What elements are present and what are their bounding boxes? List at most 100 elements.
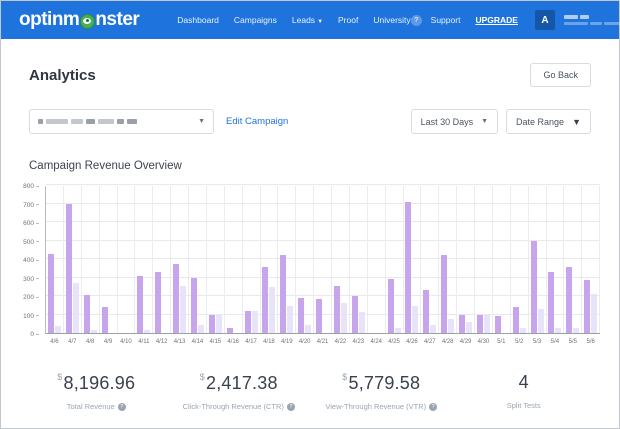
bar-revenue-secondary-5-6[interactable] bbox=[591, 294, 598, 333]
bar-revenue-secondary-4-6[interactable] bbox=[54, 325, 61, 333]
nav-item-dashboard[interactable]: Dashboard bbox=[177, 15, 219, 25]
bar-revenue-secondary-4-18[interactable] bbox=[269, 286, 276, 333]
bar-revenue-secondary-4-14[interactable] bbox=[197, 324, 204, 333]
edit-campaign-link[interactable]: Edit Campaign bbox=[226, 116, 289, 127]
bar-revenue-secondary-5-3[interactable] bbox=[537, 308, 544, 333]
page-title: Analytics bbox=[29, 66, 96, 84]
stat-value: $8,196.96 bbox=[57, 372, 136, 393]
bar-revenue-primary-5-5[interactable] bbox=[566, 267, 573, 333]
bar-revenue-secondary-4-29[interactable] bbox=[466, 321, 473, 333]
gridline bbox=[46, 221, 600, 222]
bar-revenue-primary-5-3[interactable] bbox=[530, 240, 537, 333]
bar-revenue-primary-4-12[interactable] bbox=[155, 271, 162, 333]
bar-revenue-primary-5-1[interactable] bbox=[494, 316, 501, 333]
stat-label-text: View-Through Revenue (VTR) bbox=[325, 402, 427, 411]
stat-label: Split Tests bbox=[453, 401, 596, 410]
bar-revenue-secondary-5-4[interactable] bbox=[555, 328, 562, 333]
bar-revenue-primary-4-16[interactable] bbox=[226, 328, 233, 333]
help-icon[interactable]: ? bbox=[410, 14, 422, 26]
bar-revenue-secondary-5-2[interactable] bbox=[519, 328, 526, 333]
bar-revenue-secondary-4-30[interactable] bbox=[483, 315, 490, 333]
select-chevron-icon: ▼ bbox=[198, 118, 205, 125]
x-axis-tick-label: 4/7 bbox=[68, 339, 77, 345]
nav-item-upgrade[interactable]: UPGRADE bbox=[475, 15, 518, 25]
gridline bbox=[46, 276, 600, 278]
bar-revenue-primary-4-13[interactable] bbox=[173, 263, 180, 333]
x-axis-tick-label: 4/17 bbox=[245, 339, 257, 345]
bar-revenue-secondary-4-7[interactable] bbox=[72, 283, 79, 333]
nav-item-leads[interactable]: Leads ▼ bbox=[291, 15, 324, 25]
bar-revenue-primary-4-25[interactable] bbox=[387, 279, 394, 333]
stat-label: View-Through Revenue (VTR)? bbox=[310, 402, 453, 411]
revenue-chart: 0 100 200 300 400 500 600 700 800 4/6 4/7 4/8 4/9 4/… bbox=[17, 182, 603, 354]
bar-revenue-primary-4-15[interactable] bbox=[208, 315, 215, 333]
bar-revenue-primary-5-6[interactable] bbox=[584, 280, 591, 333]
help-tooltip-icon[interactable]: ? bbox=[286, 402, 295, 411]
help-tooltip-icon[interactable]: ? bbox=[117, 402, 126, 411]
bar-revenue-secondary-4-28[interactable] bbox=[448, 319, 455, 333]
bar-group-4-28: 4/28 bbox=[439, 186, 458, 345]
bar-revenue-primary-4-30[interactable] bbox=[476, 314, 483, 333]
period-dropdown[interactable]: Last 30 Days ▼ bbox=[410, 109, 499, 134]
bar-revenue-secondary-4-23[interactable] bbox=[358, 311, 365, 333]
bar-revenue-primary-4-28[interactable] bbox=[441, 255, 448, 333]
bar-revenue-secondary-4-17[interactable] bbox=[251, 310, 258, 333]
bar-revenue-primary-4-18[interactable] bbox=[262, 267, 269, 333]
y-axis-tick-label: 200 bbox=[17, 294, 39, 301]
bar-revenue-primary-4-6[interactable] bbox=[47, 254, 54, 333]
bar-revenue-primary-4-19[interactable] bbox=[280, 255, 287, 333]
bar-revenue-primary-5-2[interactable] bbox=[512, 307, 519, 333]
bar-group-4-26: 4/26 bbox=[404, 186, 422, 345]
bar-revenue-primary-5-4[interactable] bbox=[548, 271, 555, 333]
bar-revenue-secondary-4-13[interactable] bbox=[180, 285, 187, 333]
bar-group-5-4: 5/4 bbox=[547, 186, 565, 345]
nav-item-support[interactable]: Support bbox=[430, 15, 461, 25]
help-tooltip-icon[interactable]: ? bbox=[429, 402, 438, 411]
user-avatar[interactable]: A bbox=[534, 10, 555, 30]
nav-item-university[interactable]: University bbox=[373, 15, 411, 25]
gridline bbox=[46, 184, 600, 185]
bar-revenue-secondary-4-8[interactable] bbox=[90, 330, 97, 333]
bar-revenue-secondary-4-26[interactable] bbox=[412, 306, 419, 333]
bar-revenue-primary-4-27[interactable] bbox=[423, 289, 430, 333]
x-axis-tick-label: 4/27 bbox=[423, 339, 436, 345]
bar-revenue-secondary-4-19[interactable] bbox=[287, 306, 294, 333]
bar-revenue-primary-4-20[interactable] bbox=[298, 297, 305, 333]
bar-revenue-primary-4-23[interactable] bbox=[351, 296, 358, 333]
bar-revenue-primary-4-14[interactable] bbox=[190, 277, 197, 333]
bar-revenue-primary-4-21[interactable] bbox=[316, 298, 323, 333]
stat-total-revenue: $8,196.96 Total Revenue? bbox=[25, 372, 168, 411]
nav-item-campaigns[interactable]: Campaigns bbox=[233, 15, 277, 25]
date-range-dropdown[interactable]: Date Range ▼ bbox=[506, 109, 591, 134]
bar-revenue-primary-4-11[interactable] bbox=[137, 275, 144, 333]
bar-revenue-primary-4-7[interactable] bbox=[65, 203, 72, 333]
bar-revenue-secondary-4-11[interactable] bbox=[144, 330, 151, 333]
bar-revenue-primary-4-9[interactable] bbox=[101, 307, 108, 333]
bar-revenue-secondary-4-15[interactable] bbox=[215, 315, 222, 333]
bar-revenue-secondary-4-27[interactable] bbox=[430, 324, 437, 333]
campaign-select[interactable]: ▼ bbox=[29, 109, 214, 134]
bar-revenue-primary-4-8[interactable] bbox=[83, 295, 90, 333]
bar-group-4-23: 4/23 bbox=[350, 186, 368, 345]
y-axis-tick-label: 0 bbox=[17, 331, 39, 338]
bar-revenue-primary-4-26[interactable] bbox=[405, 201, 412, 333]
logo-text-suffix: nster bbox=[95, 9, 140, 30]
currency-symbol: $ bbox=[57, 372, 63, 382]
bar-revenue-primary-4-17[interactable] bbox=[244, 310, 251, 333]
go-back-button[interactable]: Go Back bbox=[530, 63, 591, 87]
bar-revenue-primary-4-22[interactable] bbox=[333, 285, 340, 333]
bar-revenue-primary-4-29[interactable] bbox=[459, 315, 466, 333]
stat-label: Click-Through Revenue (CTR)? bbox=[168, 402, 311, 411]
chevron-down-icon: ▼ bbox=[317, 19, 324, 25]
currency-symbol: $ bbox=[199, 372, 206, 382]
bar-group-4-30: 4/30 bbox=[475, 186, 493, 345]
page-header: Analytics Go Back bbox=[1, 39, 619, 87]
nav-item-proof[interactable]: Proof bbox=[338, 15, 359, 25]
bar-revenue-secondary-4-22[interactable] bbox=[340, 303, 347, 333]
stat-value: $5,779.58 bbox=[342, 372, 421, 393]
bar-revenue-secondary-5-5[interactable] bbox=[573, 328, 580, 333]
optinmonster-logo[interactable]: optinm nster bbox=[19, 9, 140, 31]
bar-revenue-secondary-4-20[interactable] bbox=[305, 324, 312, 333]
bar-revenue-secondary-4-25[interactable] bbox=[394, 328, 401, 333]
user-name-redacted[interactable] bbox=[563, 14, 619, 26]
